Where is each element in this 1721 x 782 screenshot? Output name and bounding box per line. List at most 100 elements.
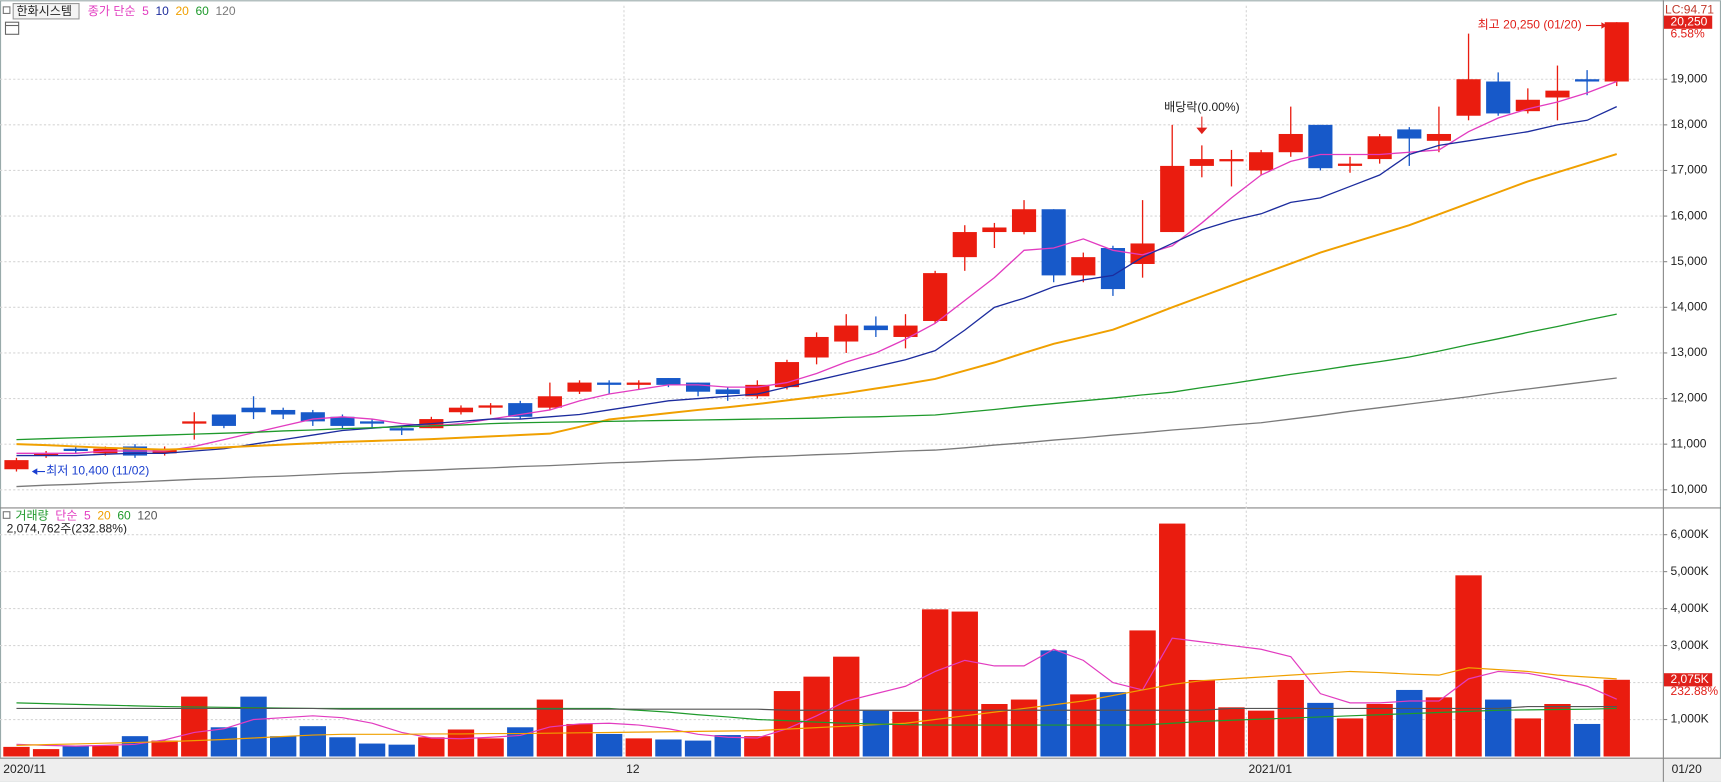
y-tick-label: 14,000 bbox=[1671, 300, 1708, 314]
low-arrow-head bbox=[31, 468, 38, 475]
legend-entry: 60 bbox=[117, 508, 131, 522]
volume-bar bbox=[1218, 707, 1245, 757]
candle-body bbox=[1486, 81, 1511, 114]
candle-body bbox=[1545, 90, 1570, 98]
volume-bar bbox=[684, 740, 712, 757]
event-label: 배당락(0.00%) bbox=[1164, 100, 1240, 114]
candle-body bbox=[834, 325, 859, 342]
candle-body bbox=[1604, 22, 1629, 82]
candle-body bbox=[360, 421, 385, 424]
y-tick-label: 4,000K bbox=[1671, 601, 1709, 615]
legend-entry: 5 bbox=[84, 508, 91, 522]
y-tick-label: 5,000K bbox=[1671, 564, 1709, 578]
candle-body bbox=[745, 384, 770, 397]
candle-body bbox=[804, 336, 829, 358]
last-volume-box bbox=[1663, 673, 1713, 687]
y-tick-label: 16,000 bbox=[1671, 208, 1708, 222]
panel-icon[interactable] bbox=[2, 511, 11, 519]
candle-body bbox=[1249, 152, 1274, 171]
candle-body bbox=[715, 389, 740, 394]
volume-bar bbox=[1099, 692, 1127, 757]
volume-bar bbox=[892, 711, 919, 757]
candle-body bbox=[685, 382, 711, 392]
candle-body bbox=[597, 382, 622, 385]
volume-bar bbox=[388, 744, 415, 757]
candle-body bbox=[656, 378, 681, 385]
volume-bar bbox=[240, 696, 267, 757]
volume-bar bbox=[1544, 703, 1571, 757]
stock-name: 한화시스템 bbox=[16, 4, 72, 18]
volume-bar bbox=[1247, 710, 1275, 757]
volume-bar bbox=[418, 737, 445, 757]
calendar-icon[interactable] bbox=[4, 21, 20, 35]
volume-bar bbox=[625, 738, 652, 757]
volume-bar bbox=[803, 676, 830, 757]
volume-bar bbox=[714, 735, 741, 757]
candle-body bbox=[4, 460, 29, 470]
volume-bar bbox=[3, 746, 30, 757]
volume-bar bbox=[1129, 630, 1156, 757]
moving-average-line bbox=[16, 153, 1618, 451]
volume-bar bbox=[773, 691, 801, 757]
low-annotation: 최저 10,400 (11/02) bbox=[46, 464, 149, 478]
y-tick-label: 18,000 bbox=[1671, 117, 1708, 131]
lc-label: LC:94.71 bbox=[1665, 2, 1714, 16]
volume-info: 2,074,762주(232.88%) bbox=[7, 521, 127, 535]
legend-label: 단순 bbox=[55, 508, 77, 522]
candle-body bbox=[478, 405, 503, 408]
volume-bar bbox=[210, 727, 238, 757]
x-axis-strip bbox=[0, 757, 1721, 782]
volume-change-label: 232.88% bbox=[1671, 684, 1719, 698]
candle-body bbox=[300, 412, 325, 422]
event-annotation: 배당락(0.00%) bbox=[1164, 100, 1240, 135]
candle-body bbox=[1308, 124, 1333, 169]
candle-body bbox=[1367, 136, 1392, 160]
volume-bar bbox=[1336, 718, 1364, 757]
candle-body bbox=[241, 407, 266, 413]
candle-body bbox=[330, 416, 355, 426]
panel-icon[interactable] bbox=[2, 6, 11, 14]
candle-body bbox=[63, 448, 88, 452]
volume-bar bbox=[329, 737, 356, 757]
candle-body bbox=[1456, 79, 1481, 116]
volume-bar bbox=[833, 656, 860, 757]
candle-body bbox=[1160, 165, 1185, 233]
candle-body bbox=[952, 232, 977, 258]
legend-label: 종가 단순 bbox=[88, 4, 136, 18]
candle-body bbox=[1219, 159, 1244, 162]
candle-body bbox=[863, 325, 888, 331]
moving-average-line bbox=[16, 313, 1617, 441]
y-tick-label: 19,000 bbox=[1671, 71, 1708, 85]
legend-entry: 120 bbox=[215, 4, 235, 18]
volume-bar bbox=[595, 733, 623, 757]
volume-bar bbox=[1396, 689, 1423, 757]
y-tick-label: 13,000 bbox=[1671, 345, 1708, 359]
volume-bar bbox=[1307, 702, 1334, 757]
event-arrow-head bbox=[1196, 127, 1208, 135]
candle-body bbox=[1100, 248, 1126, 290]
volume-average-line bbox=[16, 637, 1617, 747]
candle-body bbox=[1278, 133, 1303, 153]
volume-bar bbox=[1188, 679, 1216, 757]
volume-bar bbox=[62, 745, 89, 757]
candle-body bbox=[567, 382, 592, 392]
volume-bar bbox=[1485, 699, 1512, 757]
volume-bar bbox=[1514, 718, 1541, 757]
candle-body bbox=[893, 325, 918, 337]
legend-entry: 10 bbox=[155, 4, 169, 18]
y-tick-label: 11,000 bbox=[1671, 436, 1707, 450]
volume-bar bbox=[862, 710, 890, 757]
candle-body bbox=[1515, 99, 1540, 112]
volume-bar bbox=[921, 609, 949, 757]
legend-entry: 20 bbox=[97, 508, 111, 522]
candle-body bbox=[1071, 257, 1096, 276]
legend-entry: 20 bbox=[175, 4, 189, 18]
stock-name-box[interactable] bbox=[12, 3, 80, 20]
candle-body bbox=[537, 396, 562, 408]
candle-body bbox=[211, 414, 236, 426]
high-annotation: 최고 20,250 (01/20) bbox=[1478, 18, 1582, 32]
legend-entry: 60 bbox=[195, 4, 209, 18]
volume-bar bbox=[507, 727, 534, 757]
change-label: 6.58% bbox=[1671, 26, 1705, 40]
